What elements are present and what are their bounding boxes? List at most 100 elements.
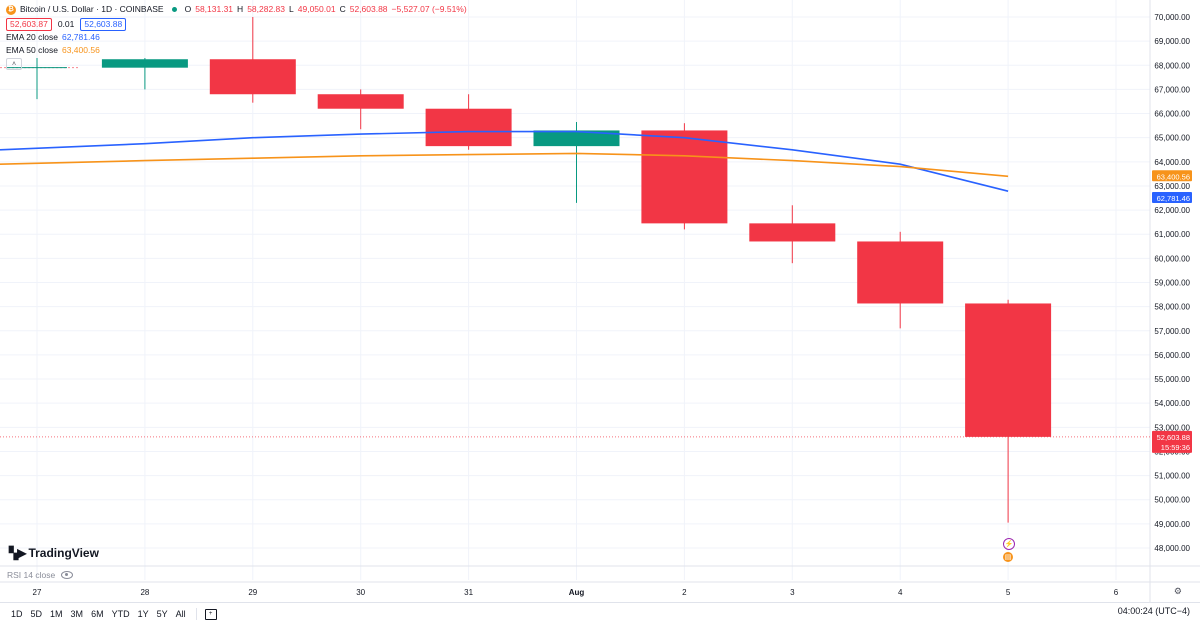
spread-value: 0.01: [57, 19, 75, 29]
candle-body[interactable]: [317, 94, 404, 109]
tradingview-logo[interactable]: ▚▶ TradingView: [9, 546, 99, 560]
ema20-line[interactable]: [0, 130, 1009, 192]
tradingview-logo-text: TradingView: [28, 546, 99, 560]
y-tick-label: 69,000.00: [1154, 37, 1190, 46]
range-1d[interactable]: 1D: [11, 609, 23, 619]
y-tick-label: 56,000.00: [1154, 351, 1190, 360]
x-tick-label: 27: [33, 588, 42, 597]
x-tick-label: 5: [1006, 588, 1011, 597]
y-tick-label: 48,000.00: [1154, 544, 1190, 553]
y-tick-label: 63,000.00: [1154, 182, 1190, 191]
chart-legend: ₿ Bitcoin / U.S. Dollar · 1D · COINBASE …: [6, 3, 467, 70]
tradingview-logo-icon: ▚▶: [9, 546, 26, 560]
x-tick-label: 2: [682, 588, 687, 597]
us-flag-icon[interactable]: ▤: [1003, 552, 1013, 562]
y-tick-label: 55,000.00: [1154, 375, 1190, 384]
ema50-value: 63,400.56: [61, 45, 100, 55]
high-value: 58,282.83: [247, 4, 286, 14]
ema20-price-tag-bg: [1152, 191, 1192, 203]
y-tick-label: 51,000.00: [1154, 472, 1190, 481]
ema20-legend[interactable]: EMA 20 close 62,781.46: [6, 31, 467, 44]
candle-body[interactable]: [101, 59, 188, 68]
y-tick-label: 64,000.00: [1154, 158, 1190, 167]
range-1m[interactable]: 1M: [50, 609, 63, 619]
y-tick-label: 62,000.00: [1154, 206, 1190, 215]
range-6m[interactable]: 6M: [91, 609, 104, 619]
x-tick-label: Aug: [569, 588, 585, 597]
ema20-price-tag: 62,781.46: [1157, 194, 1190, 203]
range-3m[interactable]: 3M: [70, 609, 84, 619]
bid-price[interactable]: 52,603.87: [6, 18, 52, 31]
bitcoin-icon: ₿: [6, 4, 16, 15]
x-tick-label: 3: [790, 588, 795, 597]
low-label: L: [289, 4, 294, 14]
y-tick-label: 54,000.00: [1154, 399, 1190, 408]
x-tick-label: 4: [898, 588, 903, 597]
x-tick-label: 30: [356, 588, 365, 597]
symbol-name[interactable]: Bitcoin / U.S. Dollar · 1D · COINBASE: [20, 4, 164, 14]
legend-collapse-row: ˄: [6, 58, 467, 70]
range-ytd[interactable]: YTD: [111, 609, 130, 619]
y-tick-label: 57,000.00: [1154, 327, 1190, 336]
ema50-price-tag: 63,400.56: [1157, 172, 1190, 181]
x-tick-label: 31: [464, 588, 473, 597]
y-tick-label: 59,000.00: [1154, 279, 1190, 288]
candle-body[interactable]: [749, 223, 836, 242]
candle-body[interactable]: [857, 241, 944, 304]
rsi-pane-legend[interactable]: RSI 14 close: [7, 570, 74, 580]
collapse-legend-icon[interactable]: ˄: [6, 58, 22, 70]
ema50-name: EMA 50 close: [6, 45, 58, 55]
y-tick-label: 65,000.00: [1154, 134, 1190, 143]
y-tick-label: 70,000.00: [1154, 13, 1190, 22]
ema50-price-tag-bg: [1152, 170, 1192, 182]
range-5y[interactable]: 5Y: [156, 609, 168, 619]
high-label: H: [237, 4, 244, 14]
open-value: 58,131.31: [195, 4, 234, 14]
ema50-legend[interactable]: EMA 50 close 63,400.56: [6, 44, 467, 57]
ema50-line[interactable]: [0, 152, 1009, 178]
y-tick-label: 53,000.00: [1154, 423, 1190, 432]
last-price-tag-bg: [1152, 430, 1192, 453]
goto-date-calendar-icon[interactable]: +: [204, 608, 217, 620]
candle-body[interactable]: [965, 303, 1052, 437]
bid-ask-row: 52,603.87 0.01 52,603.88: [6, 18, 467, 31]
x-tick-label: 28: [140, 588, 149, 597]
last-price-tag-countdown: 15:59:36: [1161, 443, 1190, 452]
range-1y[interactable]: 1Y: [137, 609, 149, 619]
candle-body[interactable]: [641, 130, 728, 224]
hidden-eye-icon[interactable]: [61, 571, 74, 579]
y-tick-label: 61,000.00: [1154, 230, 1190, 239]
candle-body[interactable]: [533, 130, 620, 147]
x-tick-label: 29: [248, 588, 257, 597]
close-label: C: [339, 4, 346, 14]
low-value: 49,050.01: [297, 4, 336, 14]
last-price-tag: 52,603.88: [1157, 433, 1190, 442]
y-tick-label: 58,000.00: [1154, 303, 1190, 312]
candle-body[interactable]: [209, 59, 296, 95]
close-value: 52,603.88: [349, 4, 388, 14]
y-tick-label: 60,000.00: [1154, 254, 1190, 263]
ema20-value: 62,781.46: [61, 32, 100, 42]
toolbar-divider: [195, 608, 197, 620]
y-tick-label: 66,000.00: [1154, 110, 1190, 119]
y-tick-label: 50,000.00: [1154, 496, 1190, 505]
range-all[interactable]: All: [175, 609, 186, 619]
event-bolt-icon[interactable]: ⚡: [1003, 538, 1015, 550]
y-tick-label: 67,000.00: [1154, 85, 1190, 94]
ema20-name: EMA 20 close: [6, 32, 58, 42]
market-status-dot: [171, 7, 177, 12]
change-value: −5,527.07 (−9.51%): [391, 4, 467, 14]
settings-gear-icon[interactable]: ⚙: [1173, 586, 1182, 596]
x-tick-label: 6: [1114, 588, 1119, 597]
range-5d[interactable]: 5D: [30, 609, 43, 619]
y-tick-label: 68,000.00: [1154, 61, 1190, 70]
y-tick-label: 49,000.00: [1154, 520, 1190, 529]
symbol-row: ₿ Bitcoin / U.S. Dollar · 1D · COINBASE …: [6, 3, 467, 16]
ask-price[interactable]: 52,603.88: [80, 18, 127, 31]
rsi-label: RSI 14 close: [7, 570, 56, 580]
open-label: O: [184, 4, 192, 14]
candle-body[interactable]: [425, 108, 512, 147]
bottom-toolbar: 1D 5D 1M 3M 6M YTD 1Y 5Y All +: [0, 602, 1200, 625]
clock-timezone[interactable]: 04:00:24 (UTC−4): [1117, 606, 1190, 616]
